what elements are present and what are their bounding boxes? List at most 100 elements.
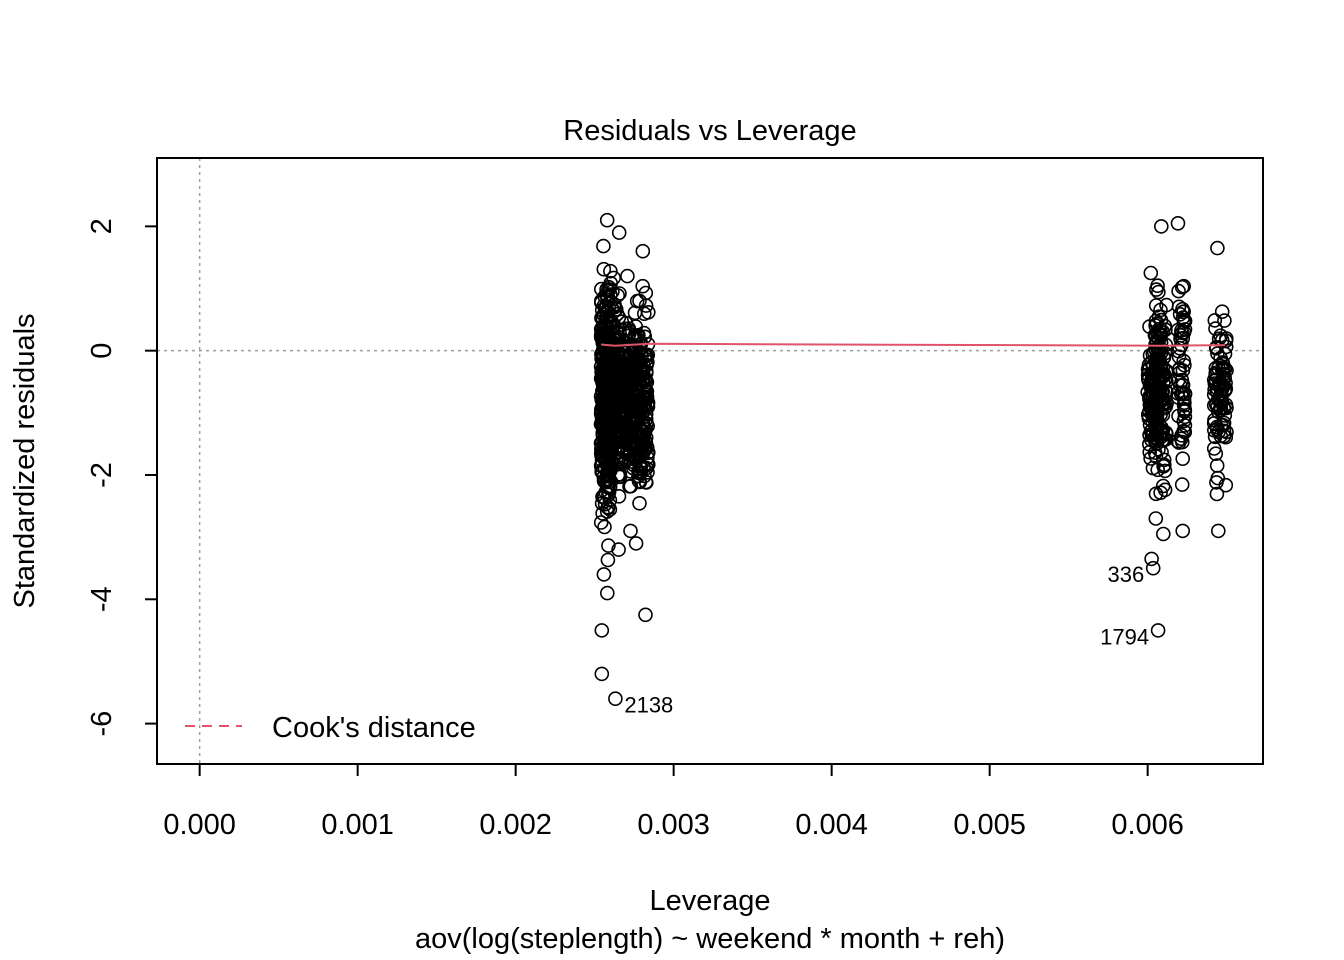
data-point <box>602 502 618 517</box>
data-point <box>594 666 610 682</box>
data-point <box>638 285 654 301</box>
data-point <box>1218 477 1234 493</box>
data-point <box>1217 313 1232 328</box>
legend-label: Cook's distance <box>272 712 476 744</box>
data-point <box>632 474 648 490</box>
data-point <box>631 370 647 386</box>
data-point <box>1177 386 1193 402</box>
data-point <box>613 438 629 454</box>
data-point <box>1151 376 1167 392</box>
data-point <box>599 212 615 228</box>
data-point <box>1156 452 1172 468</box>
x-tick-label: 0.000 <box>163 809 236 841</box>
data-point <box>623 523 638 539</box>
data-point <box>629 293 645 309</box>
data-point <box>628 353 644 369</box>
data-point <box>640 457 656 472</box>
data-point <box>1209 458 1225 473</box>
data-point <box>607 299 622 315</box>
cooks-line-group <box>600 342 1226 347</box>
data-point <box>633 429 649 445</box>
data-point <box>1152 326 1167 341</box>
data-point <box>600 552 616 568</box>
data-point <box>596 238 611 254</box>
data-point <box>1175 304 1191 320</box>
data-point <box>1143 265 1159 281</box>
data-point <box>630 355 645 371</box>
data-point <box>595 506 610 521</box>
data-point <box>601 538 616 553</box>
data-point <box>1176 423 1191 439</box>
data-point <box>636 306 652 322</box>
data-point <box>1174 279 1190 295</box>
data-point <box>603 474 619 489</box>
data-point <box>596 318 611 333</box>
data-point <box>633 465 648 481</box>
data-points <box>593 212 1234 707</box>
data-point <box>1151 284 1166 300</box>
data-point <box>1213 328 1228 344</box>
data-point <box>611 488 627 504</box>
data-point <box>1154 390 1170 406</box>
chart-title: Residuals vs Leverage <box>563 115 856 147</box>
data-point <box>1154 219 1169 234</box>
y-tick-label: -6 <box>86 711 118 737</box>
data-point <box>611 225 627 240</box>
data-point <box>635 243 651 259</box>
data-point <box>1144 551 1159 567</box>
data-point <box>615 416 631 432</box>
y-axis-label: Standardized residuals <box>9 313 41 608</box>
data-point <box>1208 365 1224 381</box>
data-point <box>1157 463 1173 479</box>
data-point <box>597 496 613 512</box>
data-point <box>608 691 623 707</box>
data-point <box>633 436 649 452</box>
y-tick-label: 2 <box>86 218 118 234</box>
x-axis-label: Leverage <box>650 885 771 917</box>
data-point <box>1154 424 1169 439</box>
data-point <box>1155 478 1171 494</box>
data-point <box>1170 216 1186 231</box>
data-point <box>631 402 646 418</box>
data-point <box>606 270 622 286</box>
y-tick-label: -4 <box>86 586 118 612</box>
legend: Cook's distance <box>185 712 476 744</box>
data-point <box>1171 299 1187 315</box>
y-tick-label: -2 <box>86 462 118 488</box>
data-point <box>1177 418 1193 433</box>
data-point <box>638 607 653 623</box>
data-point <box>628 536 644 551</box>
data-point <box>1156 392 1171 408</box>
data-point <box>1170 322 1186 338</box>
data-point <box>594 464 610 479</box>
data-point <box>599 585 615 601</box>
x-tick-label: 0.002 <box>479 809 552 841</box>
x-tick-label: 0.006 <box>1111 809 1184 841</box>
data-point <box>1177 313 1193 329</box>
data-point <box>635 278 651 294</box>
data-point <box>1153 407 1168 422</box>
data-point <box>1206 441 1222 456</box>
data-point <box>611 542 626 557</box>
data-point <box>1214 304 1230 320</box>
data-point <box>596 261 612 277</box>
data-point <box>1149 282 1164 297</box>
point-label: 336 <box>1107 562 1144 587</box>
data-point <box>1175 523 1190 539</box>
data-point <box>1170 385 1185 401</box>
data-point <box>1148 511 1164 526</box>
data-point <box>632 495 647 511</box>
x-tick-label: 0.004 <box>795 809 868 841</box>
data-point <box>640 418 656 434</box>
data-point <box>1171 283 1186 299</box>
x-tick-label: 0.003 <box>637 809 710 841</box>
data-point <box>1176 353 1191 369</box>
y-axis: -6 -4 -2 0 2 <box>86 218 157 736</box>
data-point <box>594 623 610 638</box>
data-point <box>1177 409 1193 425</box>
data-point <box>628 319 644 334</box>
data-point <box>1208 396 1224 412</box>
x-axis: 0.000 0.001 0.002 0.003 0.004 0.005 0.006 <box>163 764 1184 841</box>
data-point <box>620 268 635 284</box>
